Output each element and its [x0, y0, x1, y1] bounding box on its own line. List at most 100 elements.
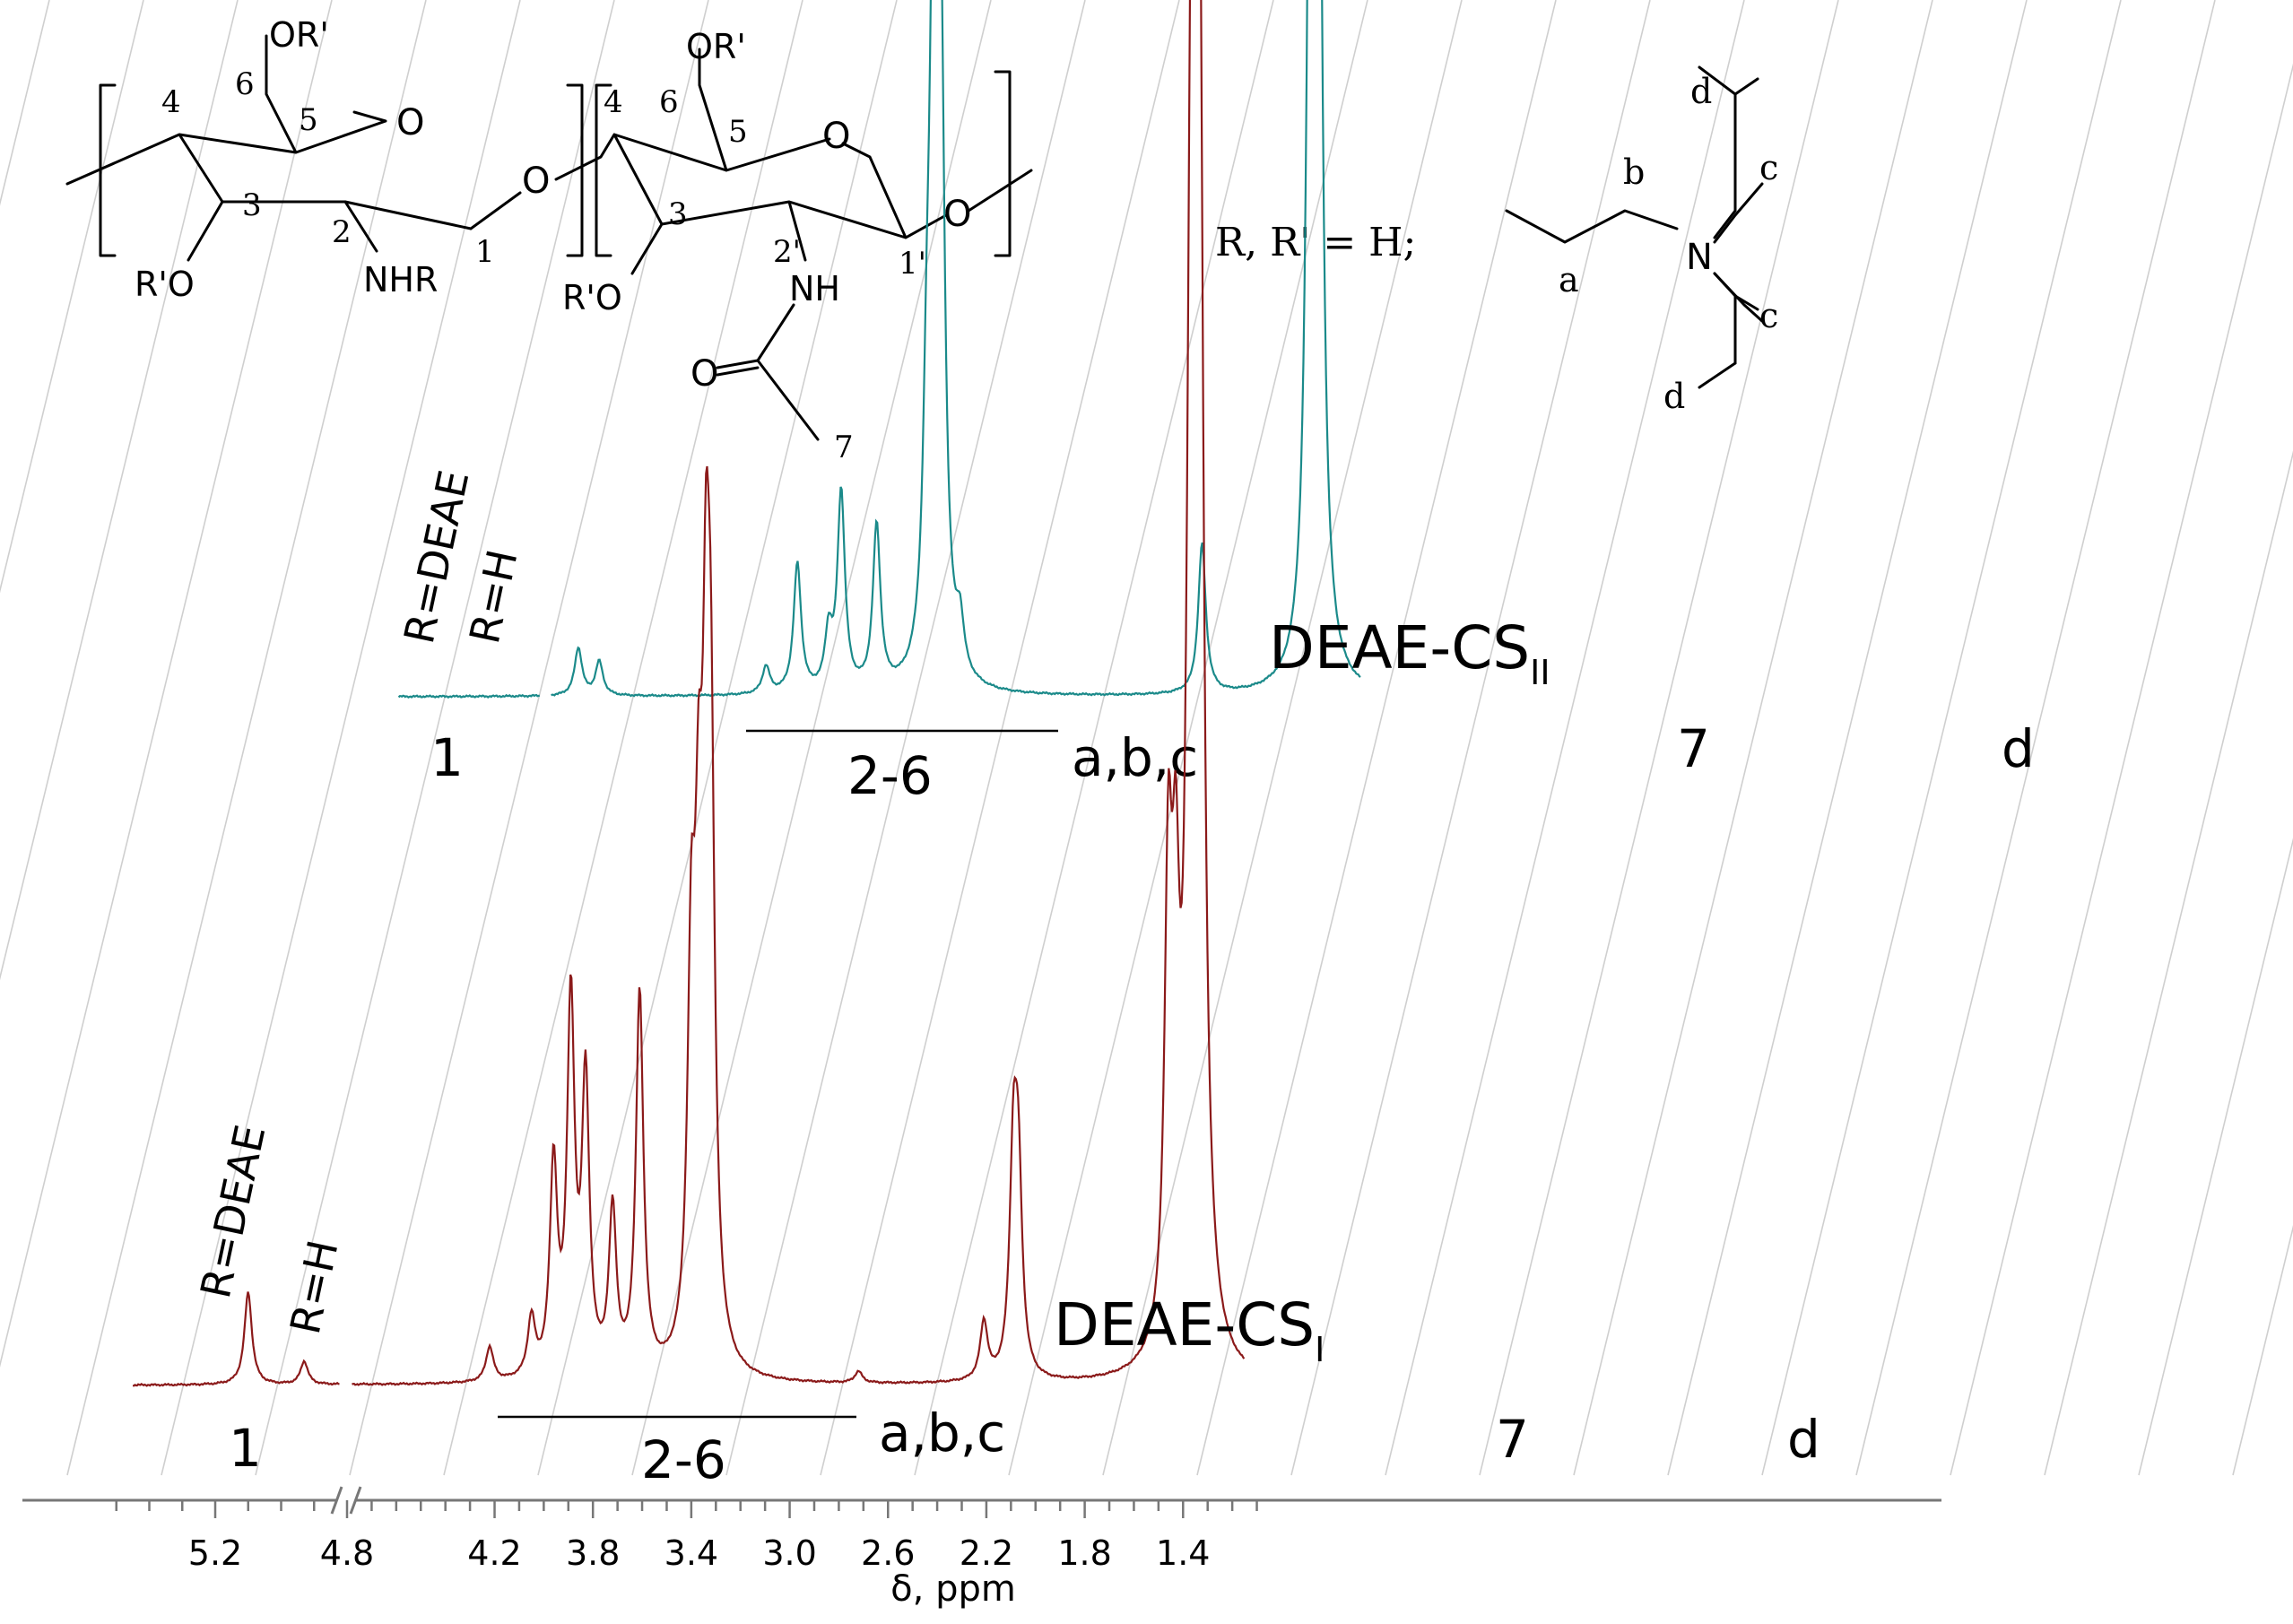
ring1-or-prime: OR'	[269, 15, 329, 55]
top-label-2-6: 2-6	[847, 745, 933, 806]
series-top-label: DEAE-CSII	[1269, 613, 1550, 692]
ring1-num-5: 5	[299, 102, 318, 138]
x-axis-label: δ, ppm	[890, 1568, 1016, 1610]
guide-line	[0, 0, 50, 206]
ring2-nh: NH	[789, 269, 840, 308]
ring1-num-2: 2	[332, 214, 352, 250]
x-tick-label: 4.2	[467, 1533, 521, 1573]
ring2-num-7: 7	[834, 430, 854, 465]
guide-line	[1290, 0, 1651, 1476]
ring2-num-6: 6	[659, 84, 679, 120]
glycosidic-oxygen: O	[522, 161, 550, 202]
x-tick-label: 3.4	[664, 1533, 718, 1573]
chain-letter-d-upper: d	[1690, 72, 1712, 111]
top-label-1: 1	[430, 727, 464, 788]
guide-line	[1950, 63, 2293, 1476]
deae-chain-bonds	[1505, 77, 1759, 365]
ring2-num-2prime: 2'	[773, 234, 801, 270]
bottom-label-7: 7	[1496, 1409, 1529, 1470]
bracket-right-2	[994, 70, 1012, 257]
guide-line	[537, 0, 898, 1476]
guide-line	[2044, 450, 2293, 1476]
carbonyl-oxygen: O	[691, 353, 718, 395]
guide-line	[1196, 0, 1557, 1476]
x-axis-break-marks	[330, 1486, 362, 1515]
ring1-num-4: 4	[161, 84, 181, 120]
ring2-or-prime: OR'	[686, 27, 746, 66]
trace-bottom-segment-2	[352, 0, 1246, 1386]
guide-line	[631, 0, 992, 1476]
bottom-label-1: 1	[229, 1418, 262, 1479]
chain-letter-d-lower: d	[1663, 377, 1685, 416]
x-tick-label: 2.2	[960, 1533, 1013, 1573]
ring2-num-3: 3	[668, 196, 688, 232]
ring1-num-3: 3	[242, 187, 262, 223]
chemical-structure: OR' O R'O NHR O 4 6 5 3 2 1 OR' O O R'O …	[65, 15, 1778, 465]
ring1-oxygen: O	[396, 102, 424, 143]
guide-line	[161, 0, 521, 1476]
guide-line	[1102, 0, 1463, 1476]
x-axis: 5.2 4.8 4.2 3.8 3.4 3.0 2.6 2.2 1.8 1.4 δ, ppm	[22, 1486, 1941, 1610]
guide-line	[2232, 1225, 2293, 1476]
bottom-label-2-6: 2-6	[641, 1429, 726, 1490]
guide-line	[1667, 0, 2028, 1476]
guide-line	[725, 0, 1086, 1476]
ring1-r-prime-o: R'O	[135, 265, 195, 304]
ring1-nhr: NHR	[363, 260, 438, 300]
ring2-num-5: 5	[728, 114, 748, 150]
x-tick-label: 1.8	[1057, 1533, 1111, 1573]
bottom-label-r-h: R=H	[281, 1236, 348, 1338]
ring2-r-prime-o: R'O	[562, 278, 622, 317]
ring1-num-1: 1	[475, 234, 495, 270]
bottom-label-d: d	[1787, 1409, 1820, 1470]
substituent-text: R, R' = H;	[1215, 220, 1416, 265]
deae-ethyl-bonds	[1698, 65, 1764, 389]
ring1-bonds	[65, 34, 522, 262]
guide-line	[1573, 0, 1933, 1476]
guide-line	[914, 0, 1274, 1476]
guide-line	[1385, 0, 1745, 1476]
top-label-abc: a,b,c	[1072, 727, 1198, 788]
ring2-oxygen: O	[822, 116, 850, 157]
top-label-r-h: R=H	[460, 545, 527, 647]
trace-bottom-segment-1	[132, 1291, 340, 1387]
bracket-right-1	[566, 83, 584, 257]
guide-line	[0, 0, 144, 594]
chain-letter-c-upper: c	[1759, 148, 1778, 187]
diagonal-guide-lines	[0, 0, 2293, 1476]
bottom-label-r-deae: R=DEAE	[191, 1121, 274, 1302]
guide-line	[1008, 0, 1368, 1476]
bracket-left-2	[595, 83, 612, 257]
guide-line	[0, 0, 333, 1368]
ring2-num-1prime: 1'	[899, 246, 926, 282]
ring2-num-4: 4	[604, 84, 623, 120]
x-tick-label: 4.8	[320, 1533, 374, 1573]
guide-line	[820, 0, 1180, 1476]
ring1-num-6: 6	[235, 66, 255, 102]
x-tick-label: 1.4	[1156, 1533, 1210, 1573]
guide-line	[255, 0, 615, 1476]
x-tick-label: 3.0	[762, 1533, 816, 1573]
trace-top-segment-2	[551, 0, 1361, 698]
spectrum-bottom: DEAE-CSI R=DEAE R=H 1 2-6 a,b,c 7 d	[132, 0, 1820, 1490]
x-tick-label: 3.8	[566, 1533, 620, 1573]
x-tick-label: 2.6	[861, 1533, 915, 1573]
chain-letter-b: b	[1623, 152, 1645, 192]
guide-line	[443, 0, 803, 1476]
chain-letter-a: a	[1559, 260, 1579, 300]
series-bottom-label: DEAE-CSI	[1054, 1290, 1325, 1369]
x-tick-label: 5.2	[188, 1533, 242, 1573]
trace-top-segment-1	[397, 693, 541, 699]
guide-line	[349, 0, 709, 1476]
ring2-bonds	[554, 48, 1033, 441]
bottom-label-abc: a,b,c	[879, 1403, 1005, 1463]
guide-line	[2138, 838, 2293, 1476]
top-label-d: d	[2002, 718, 2035, 779]
ring2-glycosidic-oxygen: O	[943, 194, 971, 235]
deae-nitrogen: N	[1686, 237, 1713, 278]
x-axis-ticks: 5.2 4.8 4.2 3.8 3.4 3.0 2.6 2.2 1.8 1.4	[115, 1500, 1258, 1573]
chain-letter-c-lower: c	[1759, 296, 1778, 335]
spectrum-top: DEAE-CSII R=DEAE R=H 1 2-6 a,b,c 7 d	[395, 0, 2035, 806]
guide-line	[66, 0, 427, 1476]
guide-line	[1761, 0, 2122, 1476]
